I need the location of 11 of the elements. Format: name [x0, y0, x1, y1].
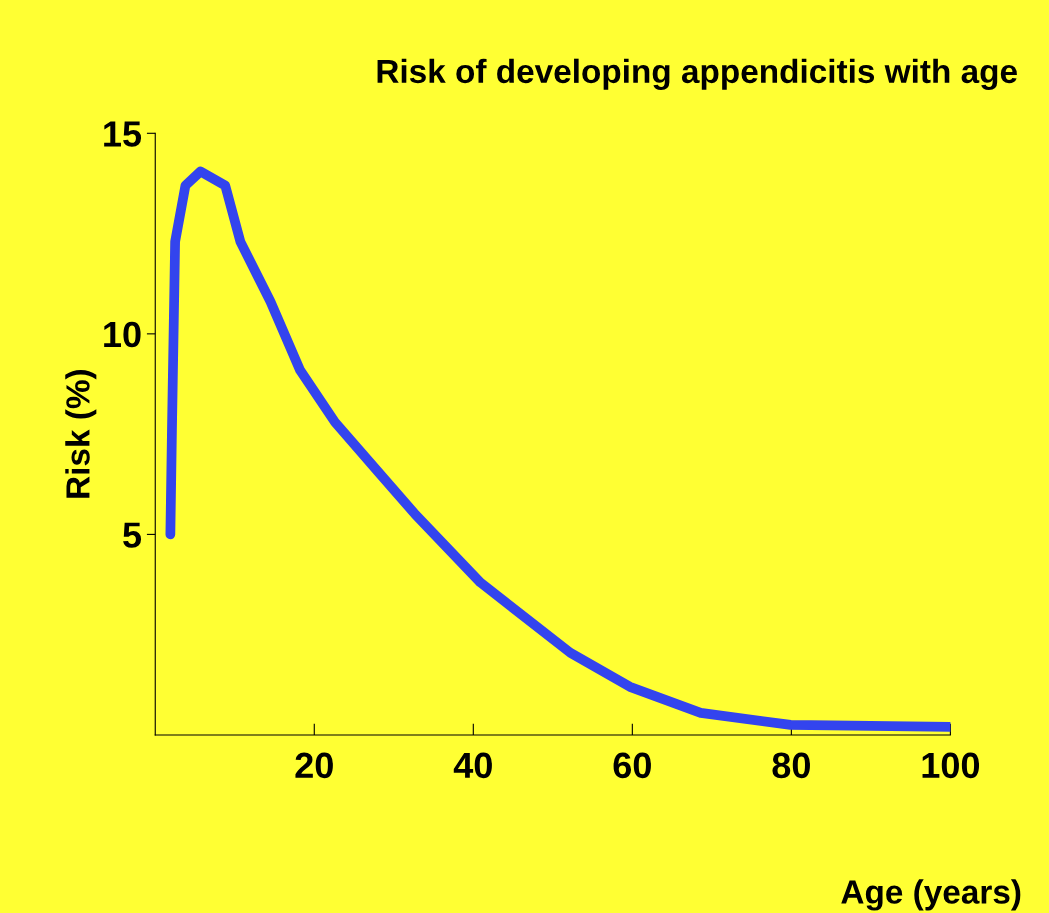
y-tick-label: 15	[104, 121, 142, 147]
x-tick-label: 80	[772, 752, 810, 779]
x-tick-label: 100	[922, 752, 980, 779]
y-axis-title: Risk (%)	[65, 370, 97, 498]
x-tick-label: 40	[453, 752, 492, 779]
y-tick-label: 10	[104, 321, 141, 348]
y-tick-label: 5	[123, 522, 142, 548]
x-tick-label: 60	[613, 752, 651, 779]
chart-title: Risk of developing appendicitis with age	[377, 58, 1017, 90]
x-tick-label: 20	[295, 752, 333, 779]
x-axis-title: Age (years)	[841, 879, 1021, 911]
